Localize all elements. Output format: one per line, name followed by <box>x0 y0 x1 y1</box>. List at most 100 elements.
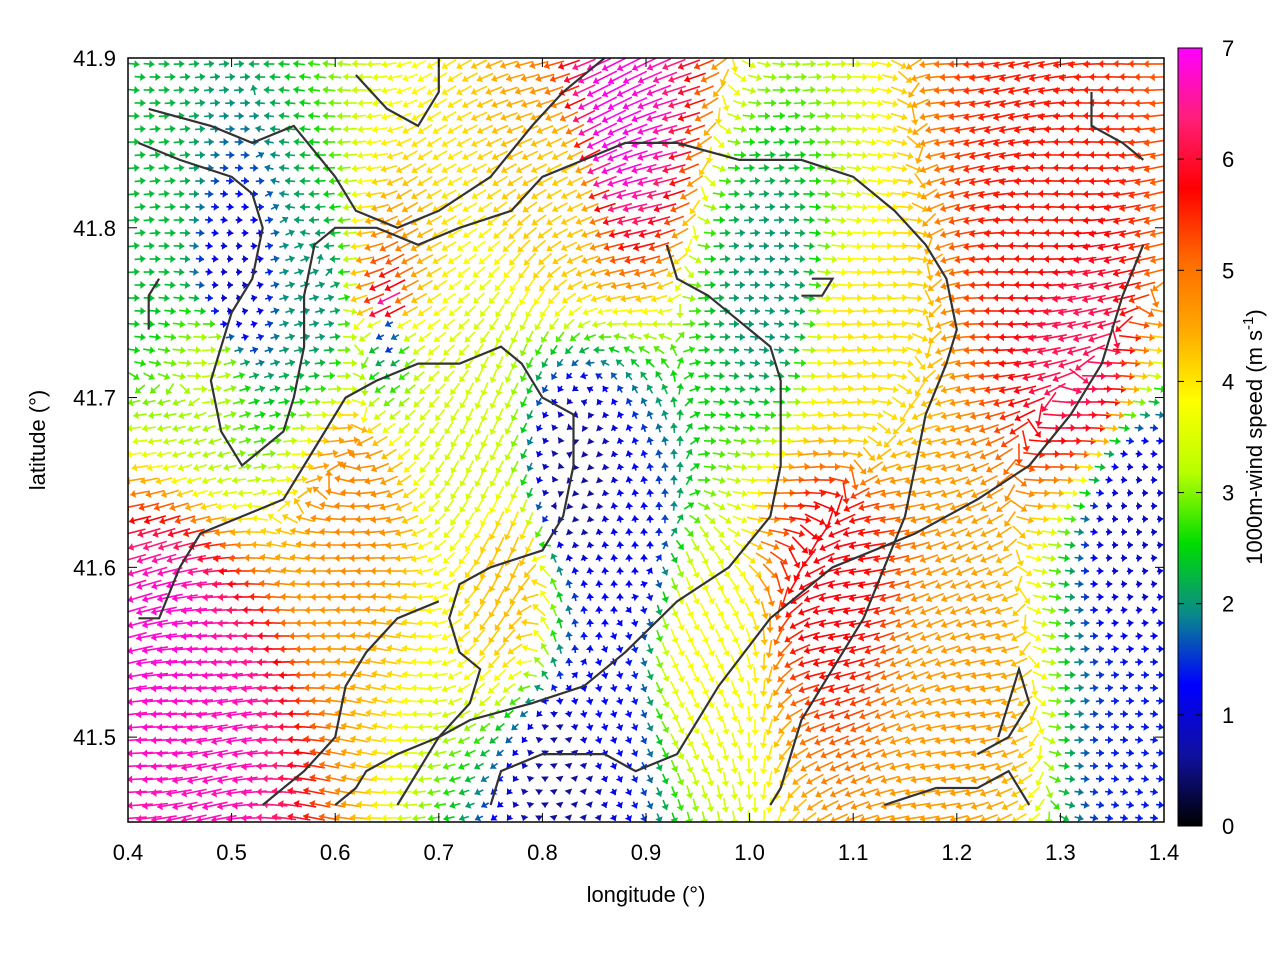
wind-arrow <box>299 125 311 133</box>
wind-arrow <box>351 164 367 173</box>
wind-arrow <box>240 99 250 107</box>
wind-arrow <box>219 86 229 94</box>
wind-arrow <box>808 72 822 81</box>
wind-arrow <box>969 151 991 161</box>
wind-arrow <box>993 61 1015 69</box>
wind-arrow <box>652 98 678 110</box>
wind-arrow <box>700 71 720 83</box>
wind-arrow <box>308 111 320 120</box>
wind-arrow <box>1008 86 1030 96</box>
wind-arrow <box>948 112 970 121</box>
x-tick-label: 0.5 <box>216 840 247 865</box>
wind-arrow <box>544 86 564 96</box>
wind-arrow <box>586 83 612 98</box>
wind-arrow <box>149 151 161 159</box>
wind-arrow <box>365 164 383 173</box>
y-tick-label: 41.7 <box>73 386 116 411</box>
x-tick-label: 0.6 <box>320 840 351 865</box>
wind-arrow <box>278 138 290 146</box>
wind-arrow <box>143 138 155 146</box>
wind-arrow <box>366 60 382 69</box>
wind-arrow <box>134 125 146 133</box>
wind-arrow <box>742 112 756 121</box>
wind-arrow <box>1008 61 1030 70</box>
wind-arrow <box>476 124 494 135</box>
wind-arrow <box>601 58 627 72</box>
wind-arrow <box>919 112 939 121</box>
colorbar-title-sup: -1 <box>1240 317 1257 330</box>
wind-arrow <box>890 86 908 95</box>
wind-arrow <box>685 149 705 161</box>
wind-arrow <box>447 72 463 83</box>
wind-arrow <box>852 99 868 108</box>
wind-arrow <box>411 137 427 148</box>
wind-arrow <box>249 164 259 172</box>
wind-arrow <box>622 150 648 162</box>
wind-arrow <box>607 70 633 85</box>
wind-arrow <box>381 86 397 95</box>
wind-arrow <box>328 98 342 107</box>
wind-arrow <box>535 73 555 83</box>
wind-arrow <box>684 72 706 83</box>
wind-arrow <box>616 109 642 123</box>
wind-arrow <box>881 99 899 108</box>
wind-arrow <box>703 121 717 137</box>
wind-arrow <box>984 74 1006 82</box>
wind-arrow <box>342 125 358 134</box>
wind-arrow <box>476 72 494 83</box>
wind-arrow <box>743 138 755 146</box>
wind-arrow <box>999 74 1021 83</box>
wind-arrow <box>337 138 351 147</box>
wind-arrow <box>173 164 185 172</box>
wind-arrow <box>905 58 923 70</box>
wind-arrow <box>550 98 570 109</box>
wind-arrow <box>149 125 161 133</box>
wind-arrow <box>564 97 586 110</box>
wind-arrow <box>668 72 692 84</box>
wind-arrow <box>764 125 776 133</box>
wind-arrow <box>999 99 1021 109</box>
wind-arrow <box>933 112 955 121</box>
wind-arrow <box>500 86 518 96</box>
wind-arrow <box>225 125 235 133</box>
wind-arrow <box>143 86 155 94</box>
wind-arrow <box>875 112 893 121</box>
wind-arrow <box>343 72 357 81</box>
wind-arrow <box>328 72 342 81</box>
wind-arrow <box>748 125 762 133</box>
wind-arrow <box>705 146 714 164</box>
wind-arrow <box>209 73 221 81</box>
wind-arrow <box>933 139 955 147</box>
wind-arrow <box>499 60 519 70</box>
wind-arrow <box>846 138 862 147</box>
wind-arrow <box>712 82 726 98</box>
wind-arrow <box>164 99 176 107</box>
wind-arrow <box>381 60 397 69</box>
wind-arrow <box>543 60 565 70</box>
wind-arrow <box>426 137 442 148</box>
wind-arrow <box>684 124 706 135</box>
wind-arrow <box>432 150 448 161</box>
wind-arrow <box>218 60 230 68</box>
wind-arrow <box>535 99 555 109</box>
wind-arrow <box>536 124 554 135</box>
wind-arrow <box>234 163 244 172</box>
wind-arrow <box>506 125 524 135</box>
wind-arrow <box>366 112 382 121</box>
wind-arrow <box>772 60 786 69</box>
wind-arrow <box>158 138 170 146</box>
wind-arrow <box>225 99 235 107</box>
wind-arrow <box>402 124 418 134</box>
wind-arrow <box>677 59 701 70</box>
wind-arrow <box>530 112 548 122</box>
wind-arrow <box>601 135 627 149</box>
wind-arrow <box>890 138 908 147</box>
wind-arrow <box>732 99 748 108</box>
wind-arrow <box>263 86 275 94</box>
wind-arrow <box>158 86 170 94</box>
wind-arrow <box>234 112 244 120</box>
wind-arrow <box>270 151 280 159</box>
wind-arrow <box>763 73 777 82</box>
wind-arrow <box>515 112 533 122</box>
wind-arrow <box>545 137 563 148</box>
